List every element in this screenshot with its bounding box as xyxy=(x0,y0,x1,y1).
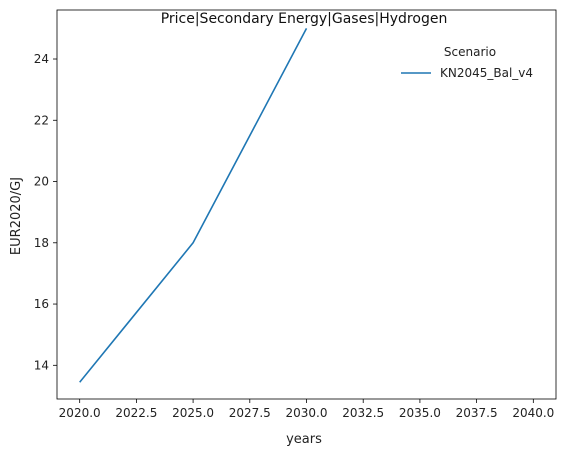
x-tick-label: 2020.0 xyxy=(59,406,101,420)
chart-title: Price|Secondary Energy|Gases|Hydrogen xyxy=(161,11,448,27)
y-tick-label: 16 xyxy=(34,297,49,311)
y-tick-label: 14 xyxy=(34,358,49,372)
x-tick-label: 2037.5 xyxy=(456,406,498,420)
x-tick-label: 2025.0 xyxy=(172,406,214,420)
x-tick-label: 2035.0 xyxy=(399,406,441,420)
y-tick-label: 22 xyxy=(34,113,49,127)
x-tick-label: 2032.5 xyxy=(342,406,384,420)
legend-title: Scenario xyxy=(444,45,496,59)
legend-entry-label: KN2045_Bal_v4 xyxy=(440,66,533,80)
y-axis: 14 16 18 20 22 24 xyxy=(34,52,57,372)
x-axis: 2020.0 2022.5 2025.0 2027.5 2030.0 2032.5 2035… xyxy=(59,399,554,420)
series-line-0 xyxy=(79,28,308,383)
y-axis-label: EUR2020/GJ xyxy=(9,177,24,255)
y-tick-label: 24 xyxy=(34,52,49,66)
x-tick-label: 2027.5 xyxy=(229,406,271,420)
x-tick-label: 2040.0 xyxy=(512,406,554,420)
y-tick-label: 20 xyxy=(34,175,49,189)
legend: Scenario KN2045_Bal_v4 xyxy=(401,45,533,80)
x-tick-label: 2022.5 xyxy=(115,406,157,420)
y-tick-label: 18 xyxy=(34,236,49,250)
series-layer xyxy=(79,28,308,383)
x-tick-label: 2030.0 xyxy=(286,406,328,420)
x-axis-label: years xyxy=(286,432,322,447)
